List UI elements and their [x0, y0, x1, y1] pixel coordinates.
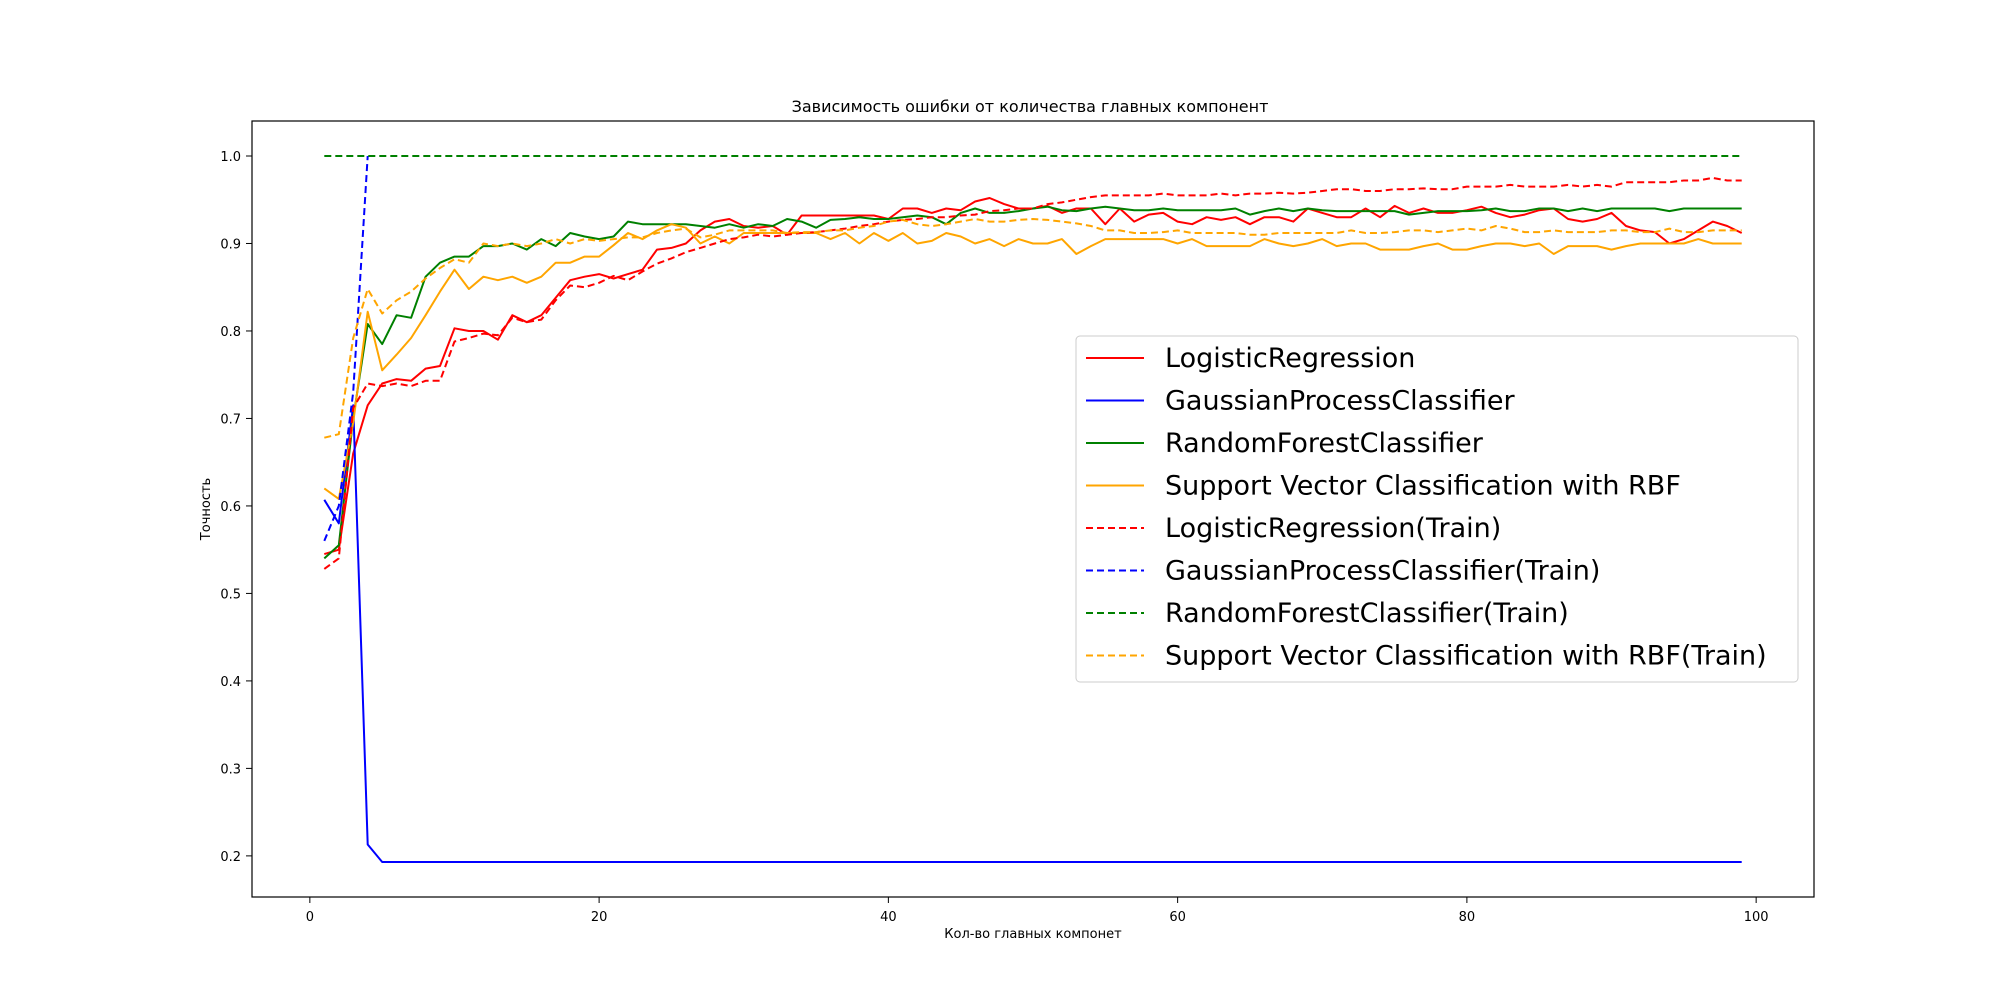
x-axis: 0 20 40 60 80 100: [306, 897, 1769, 925]
series-line-4: [323, 176, 1742, 570]
x-axis-label: Кол-во главных компонет: [944, 927, 1122, 942]
x-tick-label: 40: [880, 910, 897, 925]
plot-area: [251, 120, 1815, 898]
legend-label-0: LogisticRegression: [1165, 343, 1415, 374]
legend-label-4: LogisticRegression(Train): [1165, 513, 1501, 544]
series-line-7: [324, 218, 1742, 439]
x-tick-label: 20: [591, 910, 608, 925]
legend-label-1: GaussianProcessClassifier: [1165, 386, 1515, 417]
y-tick-label: 1.0: [220, 150, 241, 165]
legend-label-5: GaussianProcessClassifier(Train): [1165, 556, 1600, 587]
y-tick-label: 0.8: [220, 325, 241, 340]
y-tick-label: 0.2: [220, 850, 241, 865]
y-tick-label: 0.3: [220, 762, 241, 777]
x-tick-label: 100: [1744, 910, 1769, 925]
series-lines: [323, 155, 1743, 863]
axes-frame: [251, 120, 1815, 898]
y-tick-label: 0.7: [220, 412, 241, 427]
y-tick-label: 0.4: [220, 675, 241, 690]
y-tick-label: 0.5: [220, 587, 241, 602]
legend-label-2: RandomForestClassifier: [1165, 428, 1484, 459]
series-line-5: [323, 155, 369, 542]
y-tick-label: 0.6: [220, 500, 241, 515]
y-tick-label: 0.9: [220, 237, 241, 252]
legend-box: [1075, 335, 1799, 683]
chart-title: Зависимость ошибки от количества главных…: [792, 97, 1269, 116]
legend: LogisticRegression GaussianProcessClassif…: [1075, 335, 1799, 683]
x-tick-label: 60: [1169, 910, 1186, 925]
legend-label-7: Support Vector Classification with RBF(T…: [1165, 641, 1767, 672]
x-tick-label: 80: [1459, 910, 1476, 925]
y-axis-label: Точность: [199, 478, 214, 541]
legend-label-6: RandomForestClassifier(Train): [1165, 598, 1569, 629]
y-axis: 0.2 0.3 0.4 0.5 0.6 0.7 0.8 0.9 1.0: [220, 150, 252, 865]
series-line-1: [323, 404, 1742, 863]
series-line-3: [323, 223, 1742, 500]
legend-label-3: Support Vector Classification with RBF: [1165, 471, 1681, 502]
x-tick-label: 0: [306, 910, 314, 925]
series-line-2: [323, 205, 1742, 560]
